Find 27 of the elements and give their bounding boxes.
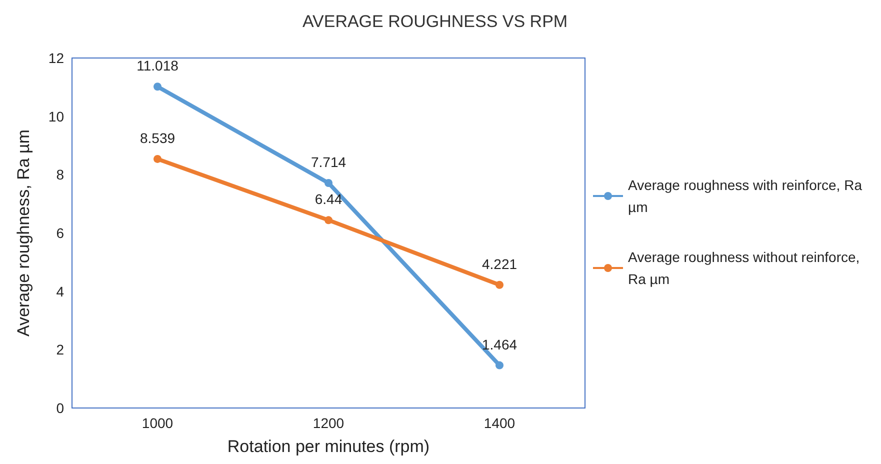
y-tick-label: 12: [48, 50, 64, 66]
point: [324, 179, 332, 188]
chart-title: AVERAGE ROUGHNESS VS RPM: [302, 12, 568, 31]
legend-label: Average roughness without reinforce, Ra µm: [628, 249, 864, 287]
y-tick-label: 6: [56, 225, 64, 241]
x-tick-label: 1000: [142, 415, 174, 431]
y-tick-label: 0: [56, 400, 64, 416]
x-axis-title: Rotation per minutes (rpm): [227, 437, 430, 456]
y-tick-label: 2: [56, 342, 64, 358]
x-tick-label: 1200: [312, 415, 344, 431]
data-label: 11.018: [136, 58, 179, 74]
y-tick-label: 10: [48, 108, 64, 124]
point: [496, 361, 504, 370]
y-axis-title: Average roughness, Ra µm: [14, 130, 33, 336]
point: [154, 154, 162, 163]
point: [496, 280, 504, 289]
data-label: 6.44: [314, 191, 342, 208]
point: [154, 82, 162, 91]
legend-label: Average roughness with reinforce, Ra µm: [628, 177, 866, 215]
data-label: 1.464: [482, 336, 518, 352]
data-label: 4.221: [482, 256, 518, 272]
point: [324, 216, 332, 224]
data-label: 8.539: [140, 130, 176, 146]
y-tick-label: 4: [56, 283, 64, 300]
y-tick-label: 8: [56, 166, 64, 183]
data-label: 7.714: [310, 154, 346, 170]
x-tick-label: 1400: [484, 415, 516, 431]
